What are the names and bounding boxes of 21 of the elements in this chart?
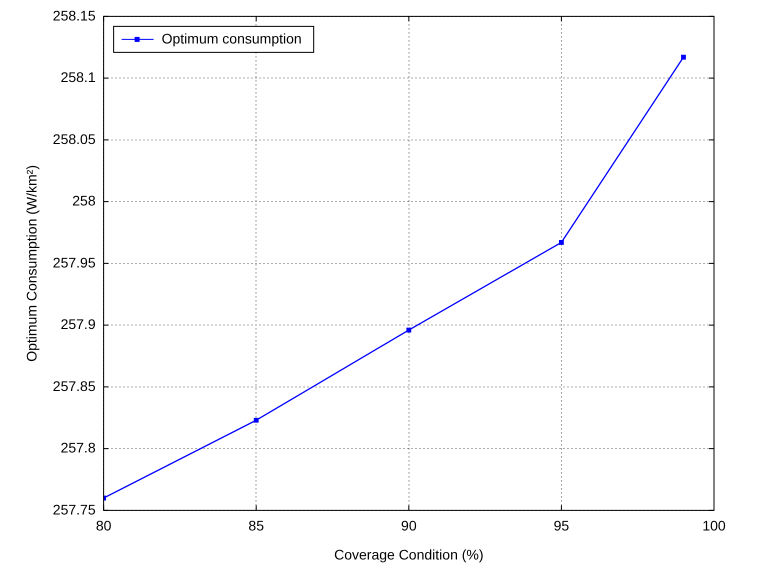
y-tick-label: 258 bbox=[72, 192, 96, 209]
y-tick-label: 258.05 bbox=[52, 130, 96, 147]
y-tick-label: 257.9 bbox=[60, 316, 96, 332]
y-tick-label: 257.75 bbox=[52, 501, 96, 518]
y-tick-label: 257.95 bbox=[52, 254, 96, 270]
x-tick-label: 80 bbox=[96, 518, 112, 534]
x-axis-title: Coverage Condition (%) bbox=[334, 546, 484, 562]
x-tick-label: 100 bbox=[702, 518, 726, 534]
point bbox=[406, 328, 412, 333]
x-tick-label: 85 bbox=[248, 518, 264, 534]
legend-label: Optimum consumption bbox=[162, 30, 302, 46]
y-tick-label: 257.8 bbox=[60, 440, 96, 456]
point bbox=[681, 54, 686, 60]
x-tick-label: 90 bbox=[401, 518, 417, 534]
y-axis-title: Optimum Consumption (W/km²) bbox=[23, 164, 40, 362]
point bbox=[254, 418, 259, 423]
y-tick-label: 258.1 bbox=[60, 69, 96, 86]
x-tick-label: 95 bbox=[554, 518, 570, 534]
y-tick-label: 258.15 bbox=[52, 7, 96, 24]
y-tick-label: 257.85 bbox=[52, 378, 96, 394]
point bbox=[558, 240, 564, 245]
